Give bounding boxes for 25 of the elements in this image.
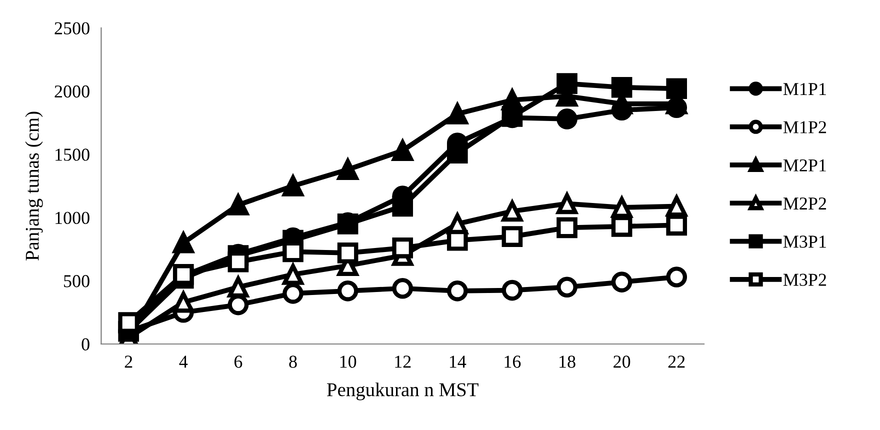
y-tick-label: 1000 (56, 212, 90, 224)
x-tick-label: 14 (450, 356, 466, 368)
legend-label: M3P2 (783, 274, 826, 286)
legend-label: M2P1 (783, 159, 826, 172)
y-tick-label: 1500 (56, 148, 90, 161)
legend-label: M1P1 (783, 83, 826, 95)
x-tick-label: 22 (668, 356, 685, 368)
x-tick-label: 10 (340, 356, 356, 368)
y-tick-label: 2500 (54, 22, 90, 34)
y-tick-label: 0 (82, 338, 90, 350)
y-tick-label: 2000 (54, 85, 90, 98)
legend-label: M1P2 (783, 121, 826, 134)
y-axis-title: Panjang tunas (cm) (25, 112, 43, 260)
x-tick-label: 16 (504, 356, 521, 368)
x-tick-label: 2 (124, 356, 132, 368)
x-tick-label: 18 (560, 356, 576, 368)
legend-label: M3P1 (783, 236, 826, 248)
x-axis-title: Pengukuran n MST (327, 382, 478, 400)
x-tick-label: 20 (614, 356, 630, 368)
x-tick-label: 4 (179, 356, 188, 368)
x-tick-label: 12 (395, 356, 411, 368)
y-tick-label: 500 (64, 275, 90, 288)
x-tick-label: 6 (234, 356, 242, 368)
legend-label: M2P2 (783, 197, 826, 210)
x-tick-label: 8 (289, 356, 297, 368)
